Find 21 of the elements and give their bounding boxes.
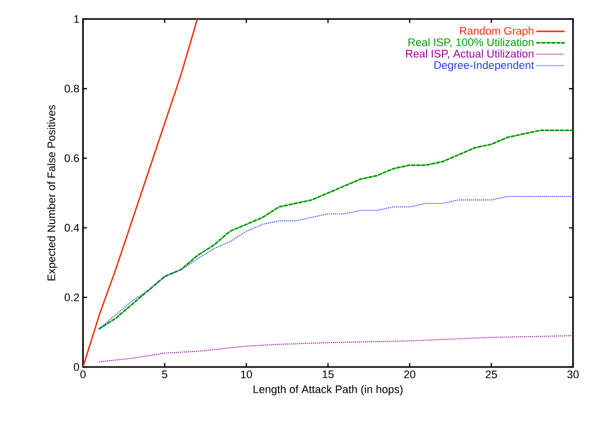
line-series — [98, 335, 574, 362]
y-tick-label: 0.6 — [64, 154, 79, 162]
x-tick-label: 10 — [241, 370, 252, 378]
x-tick-label: 25 — [486, 370, 497, 378]
legend-label: Real ISP, 100% Utilization — [408, 38, 534, 48]
legend-label: Random Graph — [460, 26, 534, 37]
x-tick-label: 15 — [322, 370, 334, 378]
x-tick-label: 5 — [162, 370, 168, 378]
y-tick-label: 0 — [74, 363, 80, 371]
legend-label: Real ISP, Actual Utilization — [406, 50, 534, 59]
legend-label: Degree-Independent — [434, 60, 534, 72]
x-tick-label: 30 — [567, 370, 579, 378]
x-tick-label: 20 — [404, 370, 416, 378]
x-tick-label: 0 — [80, 370, 86, 378]
y-tick-label: 0.8 — [64, 84, 79, 92]
line-series — [83, 18, 198, 367]
x-axis-title: Length of Attack Path (in hops) — [254, 385, 403, 396]
y-tick-label: 0.2 — [64, 294, 79, 302]
y-axis-title: Expected Number of False Positives — [47, 105, 58, 280]
y-tick-label: 0.4 — [64, 224, 80, 232]
y-tick-label: 1 — [74, 15, 79, 23]
